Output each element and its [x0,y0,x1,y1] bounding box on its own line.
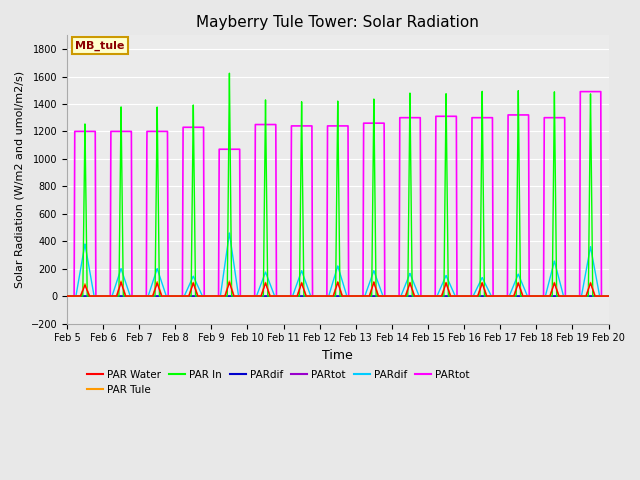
Text: MB_tule: MB_tule [75,40,124,50]
Y-axis label: Solar Radiation (W/m2 and umol/m2/s): Solar Radiation (W/m2 and umol/m2/s) [15,71,25,288]
Legend: PAR Water, PAR Tule, PAR In, PARdif, PARtot, PARdif, PARtot: PAR Water, PAR Tule, PAR In, PARdif, PAR… [83,365,474,399]
X-axis label: Time: Time [323,349,353,362]
Title: Mayberry Tule Tower: Solar Radiation: Mayberry Tule Tower: Solar Radiation [196,15,479,30]
